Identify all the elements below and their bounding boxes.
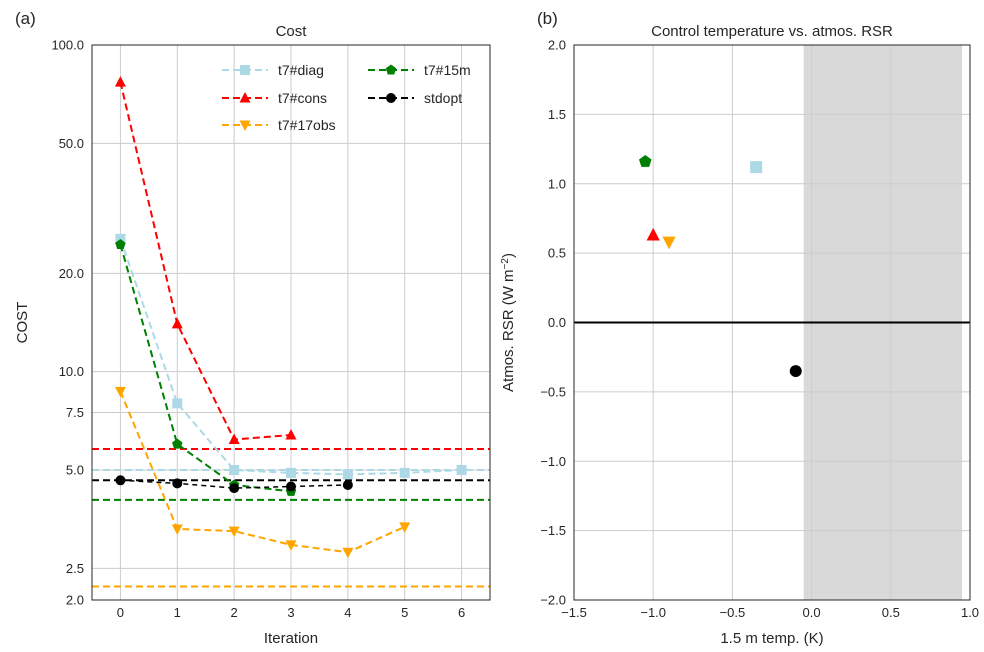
y-tick-label: 7.5 (66, 405, 84, 420)
rsr-y-axis-label-main: Atmos. RSR (W m (500, 269, 517, 392)
legend-marker (240, 65, 250, 75)
data-point (115, 239, 126, 249)
data-point (639, 154, 652, 167)
cost-chart-title: Cost (276, 23, 308, 40)
x-tick-label: −1.5 (561, 605, 587, 620)
cost-y-axis-label: COST (14, 302, 31, 344)
data-point (229, 483, 240, 494)
x-tick-label: 0.0 (803, 605, 821, 620)
rsr-x-axis-label: 1.5 m temp. (K) (720, 630, 823, 647)
data-point (342, 469, 353, 480)
y-tick-label: 0.0 (548, 315, 566, 330)
legend-label: t7#17obs (278, 117, 336, 133)
y-tick-label: 1.5 (548, 107, 566, 122)
legend-label: stdopt (424, 90, 462, 106)
data-point (228, 526, 240, 538)
rsr-chart-title: Control temperature vs. atmos. RSR (651, 23, 893, 40)
rsr-chart-panel: −1.5 −1.0 −0.5 0.0 0.5 1.0−2.0−1.5−1.0−0.50.0… (500, 9, 980, 647)
data-point (172, 478, 183, 489)
legend-marker (239, 92, 251, 103)
data-point (285, 428, 297, 440)
data-point (399, 467, 410, 478)
legend-marker (239, 120, 251, 131)
data-point (228, 433, 240, 444)
y-tick-label: −1.5 (540, 523, 566, 538)
legend: t7#diag t7#cons t7#17obs t7#15m stdopt (222, 62, 471, 133)
legend-label: t7#15m (424, 62, 471, 78)
rsr-plot-frame (573, 44, 971, 601)
rsr-y-axis-label-superscript: −2 (500, 258, 511, 270)
rsr-y-axis-label-end: ) (500, 253, 517, 258)
y-tick-label: −1.0 (540, 454, 566, 469)
data-point (342, 479, 353, 490)
data-point (171, 524, 183, 535)
cost-chart-panel: 0 1 2 3 4 5 6 2.0 2.5 5.0 7.5 10.0 20.0 50.0 100.0 t7#d… (14, 9, 491, 647)
y-tick-label: 2.0 (66, 593, 84, 608)
x-tick-label: 4 (344, 605, 351, 620)
y-tick-label: 0.5 (548, 246, 566, 261)
data-point (750, 161, 763, 174)
x-tick-label: 3 (287, 605, 294, 620)
x-tick-label: 1.0 (961, 605, 979, 620)
y-tick-label: 2.5 (66, 561, 84, 576)
data-point (285, 540, 297, 551)
x-tick-label: 2 (231, 605, 238, 620)
cost-plot-frame (91, 44, 491, 601)
data-point (456, 465, 467, 476)
y-tick-label: 2.0 (548, 38, 566, 53)
y-tick-label: 100.0 (51, 38, 84, 53)
y-tick-label: 5.0 (66, 463, 84, 478)
y-tick-label: 50.0 (59, 136, 84, 151)
series-line (119, 81, 292, 441)
cost-grid (92, 44, 490, 601)
data-point (399, 522, 411, 533)
data-point (114, 76, 126, 87)
series-line (120, 479, 348, 489)
legend-marker (386, 93, 396, 103)
y-tick-label: 10.0 (59, 364, 84, 379)
series-line (119, 391, 406, 554)
x-tick-label: 6 (458, 605, 465, 620)
series-line (119, 244, 292, 493)
data-point (646, 227, 660, 241)
x-tick-label: −0.5 (720, 605, 746, 620)
data-point (229, 465, 240, 476)
y-tick-label: −0.5 (540, 384, 566, 399)
data-point (114, 386, 126, 398)
cost-x-axis-label: Iteration (264, 630, 318, 647)
data-point (115, 475, 126, 486)
data-point (115, 233, 126, 244)
y-tick-label: 20.0 (59, 266, 84, 281)
y-tick-label: 1.0 (548, 176, 566, 191)
x-tick-label: 0 (117, 605, 124, 620)
legend-marker (385, 64, 397, 75)
rsr-y-axis-label: Atmos. RSR (W m−2) (500, 253, 518, 392)
data-point (286, 467, 296, 478)
data-point (172, 398, 183, 409)
x-tick-label: 5 (401, 605, 408, 620)
legend-label: t7#diag (278, 62, 324, 78)
legend-label: t7#cons (278, 90, 327, 106)
panel-a-label: (a) (15, 9, 36, 28)
data-point (342, 547, 354, 559)
y-tick-label: −2.0 (540, 593, 566, 608)
x-tick-label: 0.5 (882, 605, 900, 620)
panel-b-label: (b) (537, 9, 558, 28)
data-point (172, 438, 183, 449)
data-point (171, 317, 183, 329)
data-point (662, 236, 676, 250)
x-tick-label: −1.0 (640, 605, 666, 620)
data-point (286, 481, 296, 492)
x-tick-label: 1 (174, 605, 181, 620)
data-point (789, 365, 802, 378)
